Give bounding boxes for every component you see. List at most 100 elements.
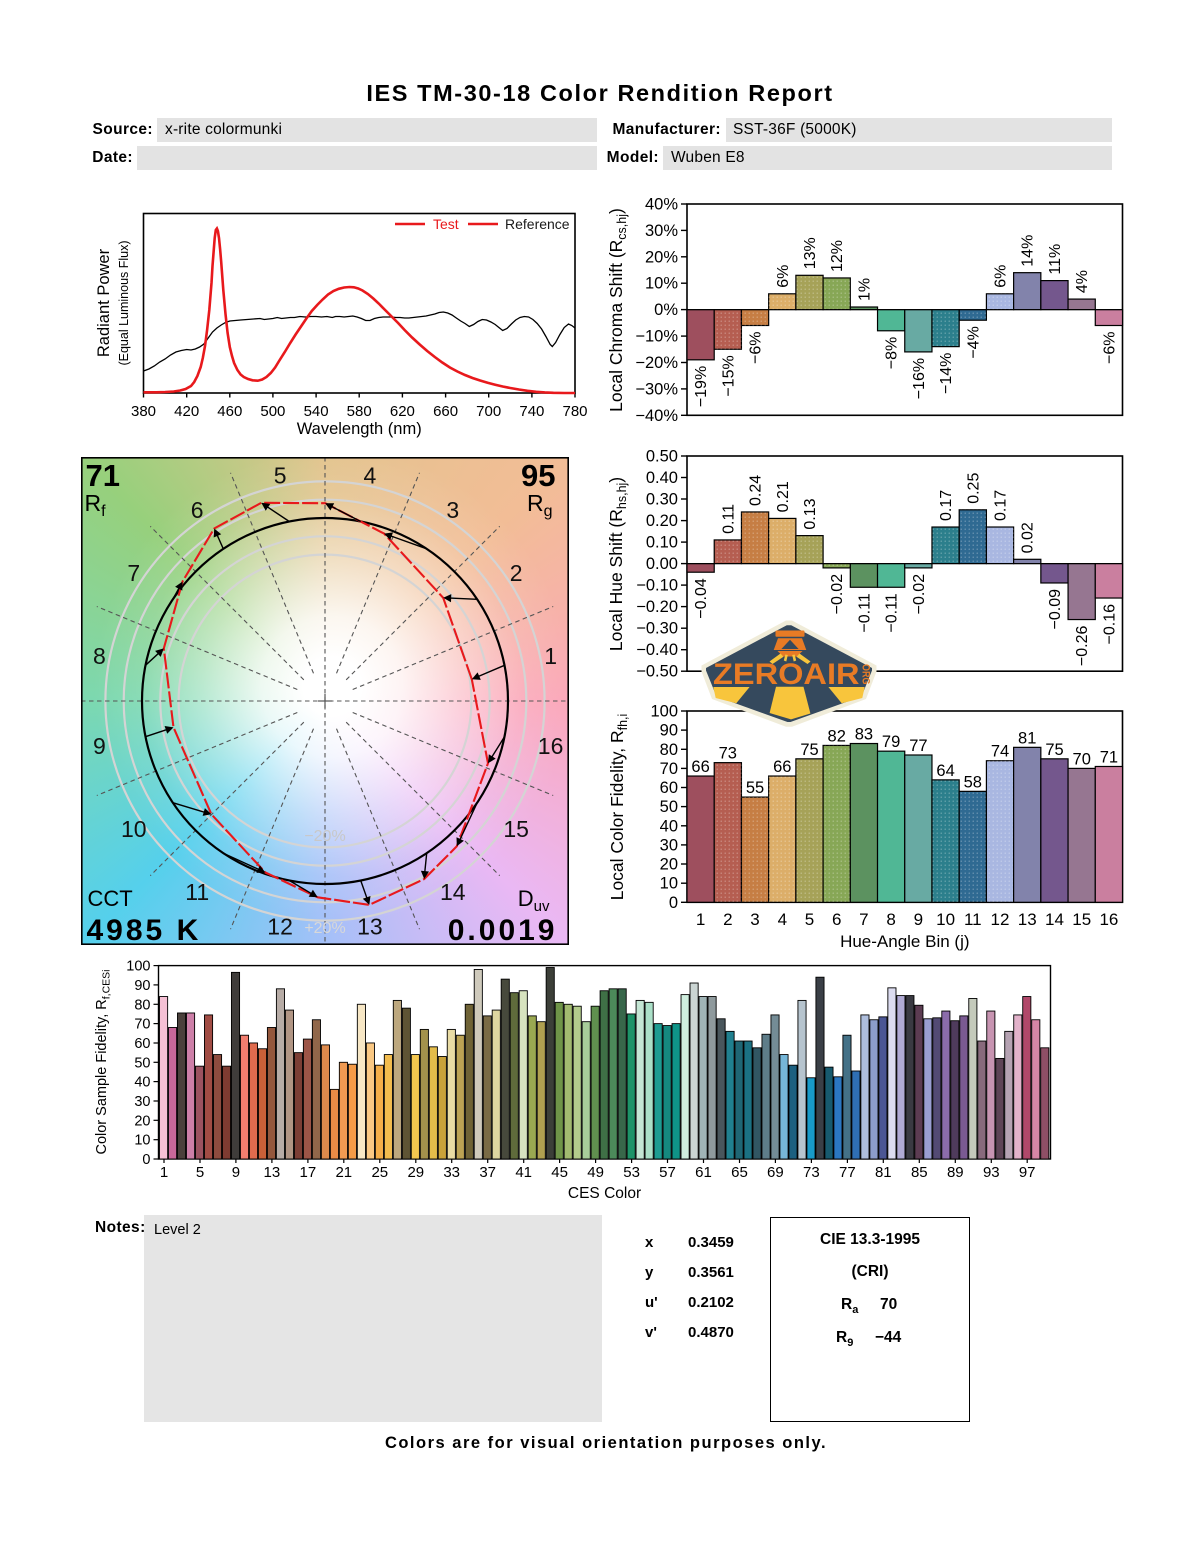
svg-text:500: 500 — [260, 403, 285, 420]
svg-text:30: 30 — [134, 1094, 150, 1110]
svg-text:13: 13 — [264, 1164, 281, 1181]
svg-text:82: 82 — [828, 727, 846, 745]
svg-text:70: 70 — [134, 1017, 150, 1033]
svg-text:6: 6 — [190, 497, 203, 523]
svg-text:380: 380 — [131, 403, 156, 420]
svg-text:10: 10 — [121, 816, 147, 842]
svg-text:12%: 12% — [829, 240, 846, 272]
svg-text:740: 740 — [519, 403, 544, 420]
svg-text:CES Color: CES Color — [568, 1185, 641, 1202]
svg-text:700: 700 — [476, 403, 501, 420]
svg-text:−19%: −19% — [693, 366, 710, 407]
svg-text:49: 49 — [587, 1164, 604, 1181]
svg-text:71: 71 — [85, 458, 119, 493]
svg-text:8: 8 — [886, 910, 895, 929]
svg-text:4: 4 — [778, 910, 787, 929]
svg-text:−20%: −20% — [635, 354, 678, 372]
svg-text:85: 85 — [911, 1164, 928, 1181]
svg-text:0.21: 0.21 — [775, 481, 792, 512]
svg-text:100: 100 — [650, 703, 678, 721]
svg-text:81: 81 — [875, 1164, 892, 1181]
svg-text:53: 53 — [623, 1164, 640, 1181]
svg-text:0.13: 0.13 — [802, 498, 819, 529]
svg-text:−0.02: −0.02 — [829, 574, 846, 615]
svg-text:17: 17 — [300, 1164, 317, 1181]
svg-text:540: 540 — [304, 403, 329, 420]
svg-text:40: 40 — [660, 817, 678, 835]
svg-text:−4%: −4% — [965, 326, 982, 358]
svg-text:21: 21 — [335, 1164, 352, 1181]
svg-text:80: 80 — [134, 997, 150, 1013]
svg-text:5: 5 — [196, 1164, 204, 1181]
svg-text:Local Color Fidelity, Rfh,i: Local Color Fidelity, Rfh,i — [607, 714, 630, 901]
svg-text:50: 50 — [660, 798, 678, 816]
svg-text:−0.50: −0.50 — [636, 663, 678, 681]
svg-text:13%: 13% — [802, 237, 819, 269]
svg-text:75: 75 — [800, 741, 818, 759]
svg-text:2: 2 — [723, 910, 732, 929]
svg-text:30%: 30% — [645, 222, 678, 240]
svg-text:Local Chroma Shift (Rcs,hj): Local Chroma Shift (Rcs,hj) — [606, 208, 629, 412]
svg-text:−15%: −15% — [720, 355, 737, 396]
svg-text:−30%: −30% — [635, 380, 678, 398]
svg-text:71: 71 — [1100, 749, 1118, 767]
svg-text:−16%: −16% — [911, 358, 928, 399]
svg-text:10%: 10% — [645, 275, 678, 293]
svg-text:5: 5 — [805, 910, 814, 929]
svg-text:0.17: 0.17 — [993, 490, 1010, 521]
svg-text:100: 100 — [126, 959, 150, 975]
svg-text:41: 41 — [515, 1164, 532, 1181]
svg-text:65: 65 — [731, 1164, 748, 1181]
svg-text:37: 37 — [479, 1164, 496, 1181]
svg-text:1: 1 — [696, 910, 705, 929]
svg-text:40%: 40% — [645, 196, 678, 214]
svg-text:0.11: 0.11 — [720, 504, 737, 534]
svg-text:11: 11 — [964, 910, 982, 929]
svg-text:12: 12 — [267, 914, 293, 940]
svg-text:5: 5 — [273, 462, 286, 488]
svg-text:−0.20: −0.20 — [636, 598, 678, 616]
svg-text:3: 3 — [750, 910, 759, 929]
svg-text:1: 1 — [160, 1164, 168, 1181]
svg-text:ZEROAIR: ZEROAIR — [713, 658, 860, 691]
svg-text:79: 79 — [882, 733, 900, 751]
svg-text:Duv: Duv — [517, 886, 549, 915]
svg-text:90: 90 — [660, 722, 678, 740]
svg-text:CCT: CCT — [87, 886, 132, 911]
svg-text:Test: Test — [433, 216, 459, 232]
svg-text:2: 2 — [509, 560, 522, 586]
svg-text:−10%: −10% — [635, 328, 678, 346]
svg-text:0.17: 0.17 — [938, 490, 955, 521]
svg-text:29: 29 — [407, 1164, 424, 1181]
svg-text:0%: 0% — [654, 301, 678, 319]
svg-text:9: 9 — [232, 1164, 240, 1181]
svg-text:95: 95 — [521, 458, 555, 493]
svg-text:−8%: −8% — [884, 337, 901, 369]
svg-text:Reference: Reference — [505, 216, 570, 232]
svg-text:75: 75 — [1045, 741, 1063, 759]
svg-text:73: 73 — [803, 1164, 820, 1181]
svg-text:25: 25 — [371, 1164, 388, 1181]
svg-text:69: 69 — [767, 1164, 784, 1181]
svg-text:93: 93 — [983, 1164, 1000, 1181]
svg-text:4: 4 — [363, 462, 376, 488]
svg-text:1%: 1% — [856, 278, 873, 301]
svg-text:55: 55 — [746, 779, 764, 797]
svg-text:74: 74 — [991, 743, 1009, 761]
svg-text:50: 50 — [134, 1055, 150, 1071]
svg-text:(Equal Luminous Flux): (Equal Luminous Flux) — [117, 240, 131, 365]
svg-text:77: 77 — [839, 1164, 856, 1181]
svg-text:73: 73 — [719, 745, 737, 763]
svg-text:−0.40: −0.40 — [636, 641, 678, 659]
svg-text:20%: 20% — [645, 248, 678, 266]
svg-text:15: 15 — [503, 816, 529, 842]
svg-text:0.0019: 0.0019 — [447, 914, 557, 945]
svg-text:580: 580 — [347, 403, 372, 420]
svg-text:−0.02: −0.02 — [911, 574, 928, 615]
svg-text:0.30: 0.30 — [646, 491, 678, 509]
svg-text:64: 64 — [936, 762, 954, 780]
svg-text:0.02: 0.02 — [1020, 522, 1037, 553]
svg-text:66: 66 — [691, 758, 709, 776]
svg-text:0.40: 0.40 — [646, 469, 678, 487]
svg-text:9: 9 — [914, 910, 923, 929]
